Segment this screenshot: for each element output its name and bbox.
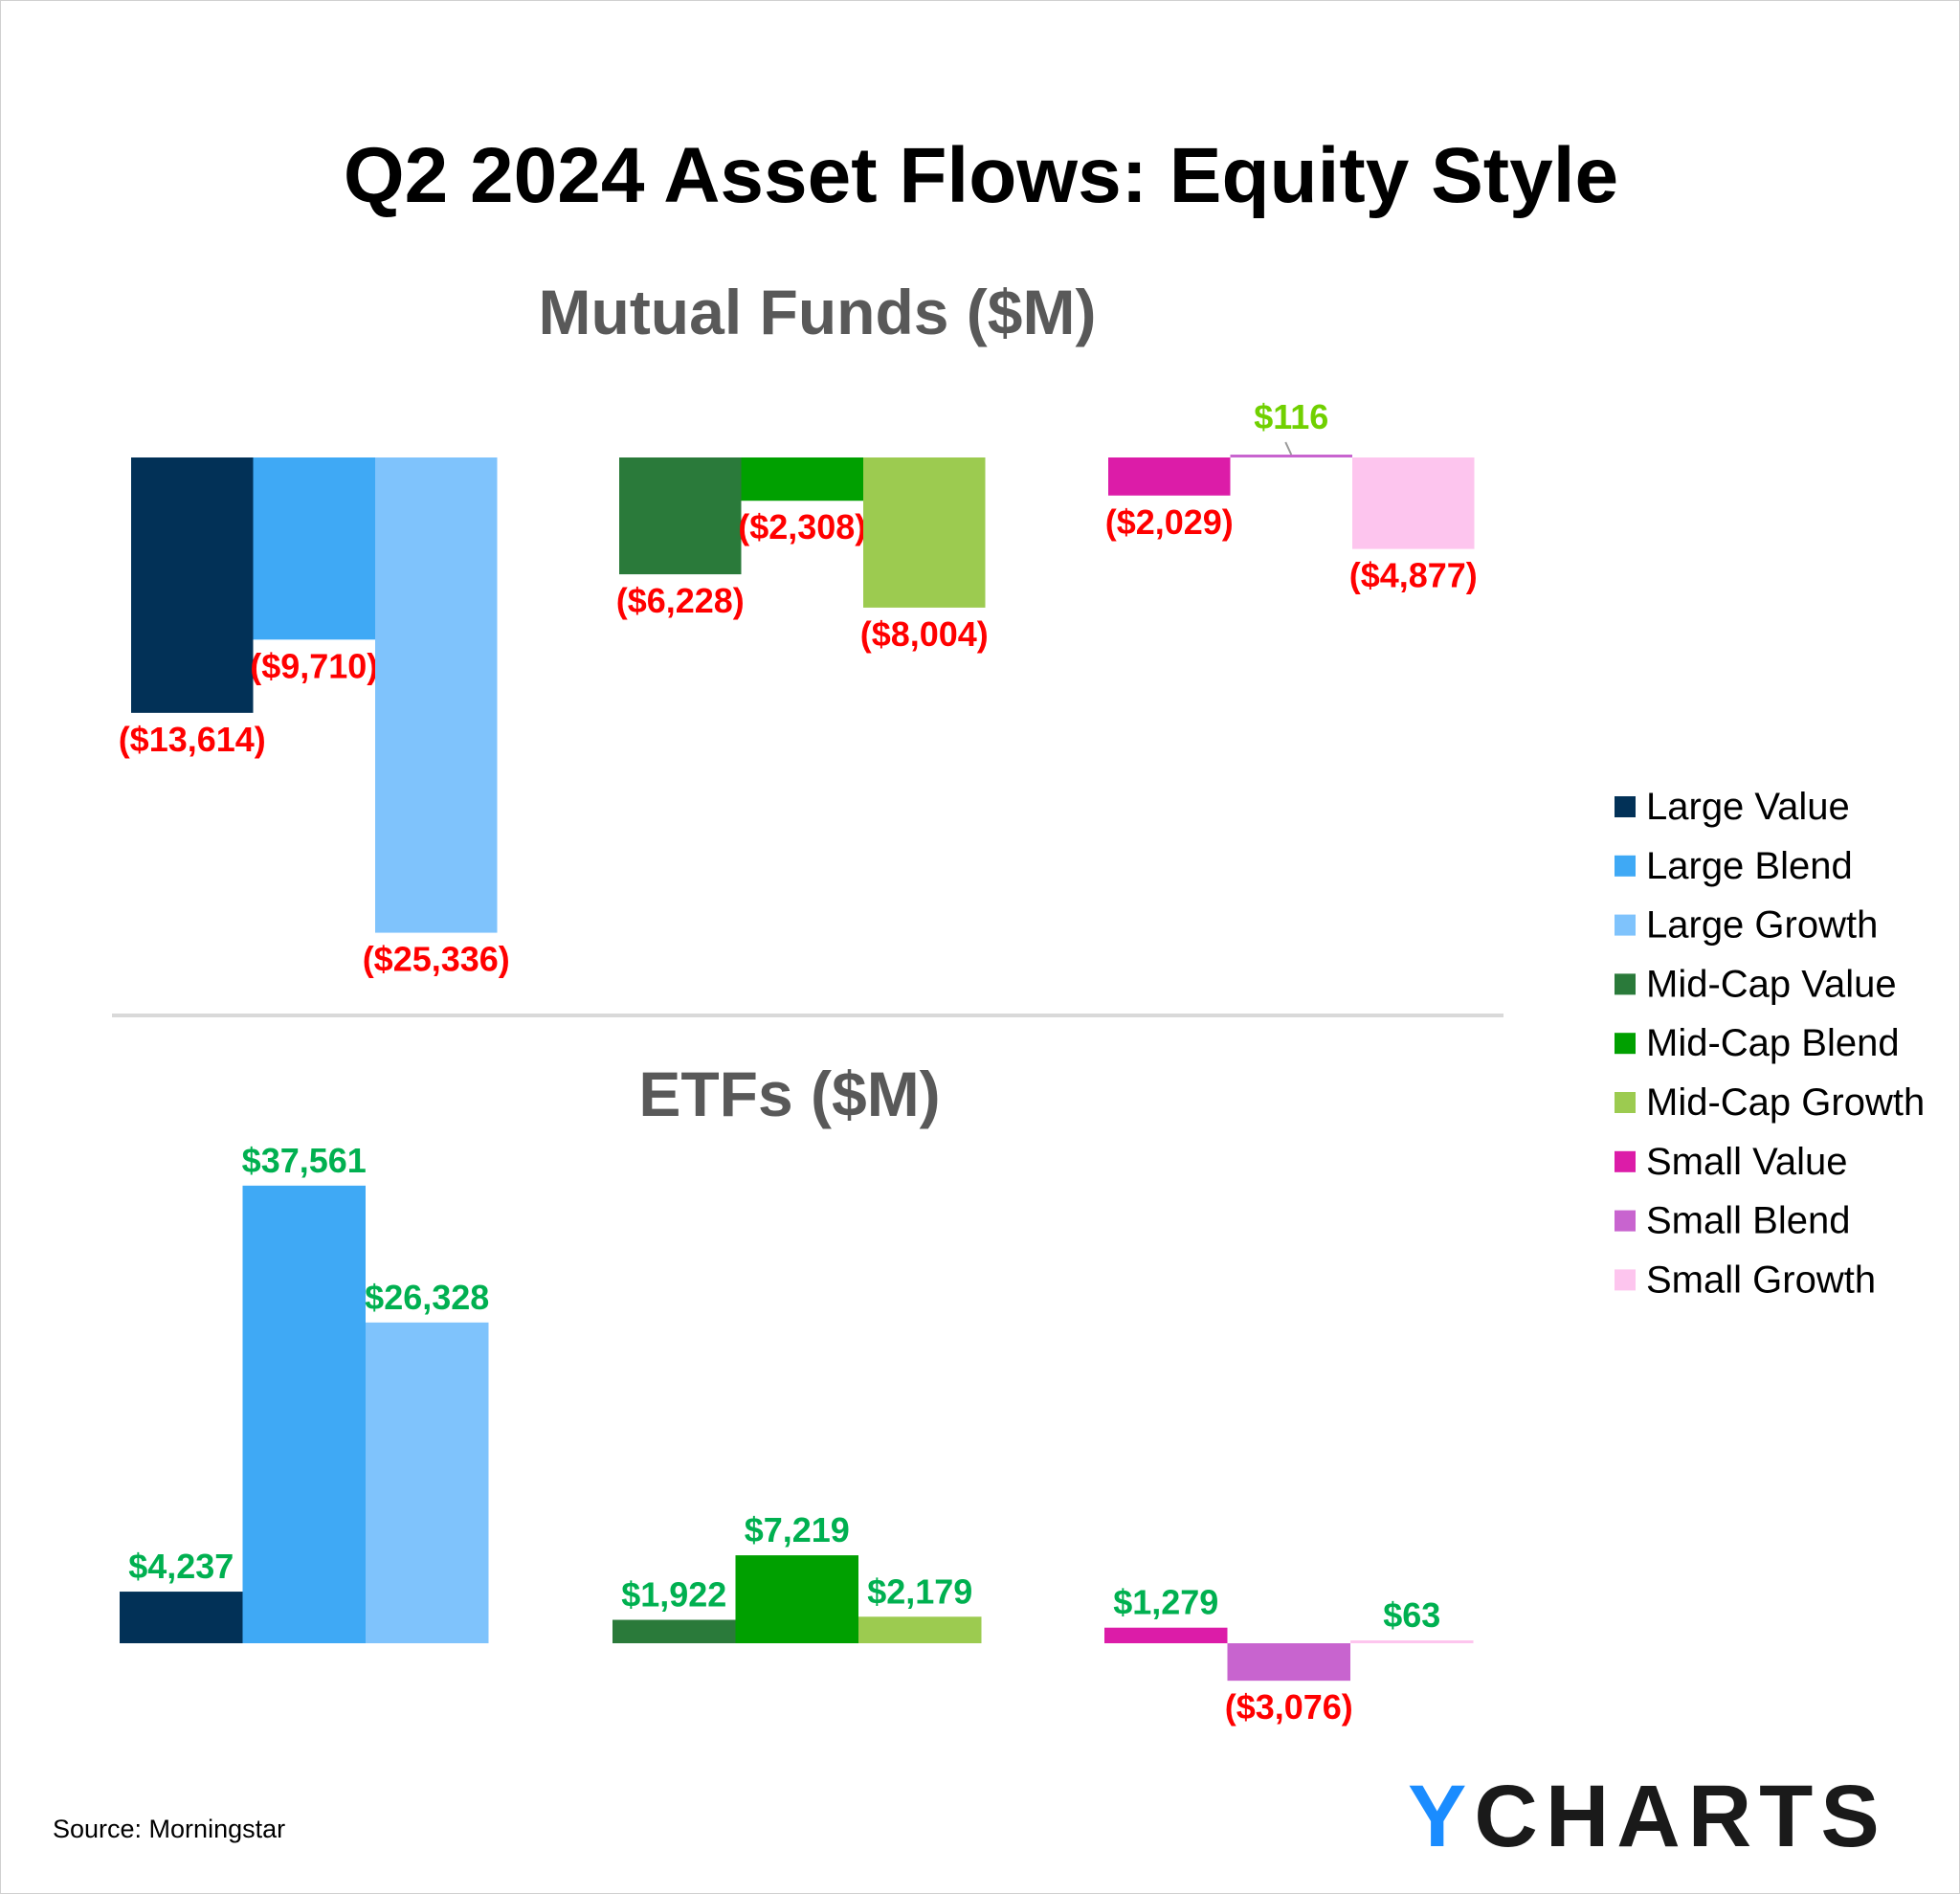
- legend-swatch-large-value: [1615, 796, 1636, 817]
- bar-mid-cap-blend: [735, 1555, 858, 1643]
- ycharts-logo: YCHARTS: [1408, 1768, 1887, 1865]
- data-label-mid-cap-blend: $7,219: [745, 1510, 850, 1549]
- etfs-subtitle: ETFs ($M): [638, 1058, 940, 1129]
- data-label-mid-cap-growth: ($8,004): [860, 614, 989, 654]
- data-label-small-value: $1,279: [1113, 1583, 1218, 1622]
- data-label-large-value: ($13,614): [119, 720, 266, 759]
- data-label-small-growth: ($4,877): [1349, 556, 1478, 595]
- bar-mid-cap-value: [619, 457, 742, 575]
- bar-mid-cap-value: [612, 1619, 736, 1643]
- legend-label-small-growth: Small Growth: [1646, 1259, 1876, 1301]
- data-label-mid-cap-blend: ($2,308): [738, 507, 866, 546]
- data-label-large-growth: $26,328: [365, 1278, 489, 1317]
- legend-label-large-growth: Large Growth: [1646, 904, 1878, 947]
- leader-line: [1284, 441, 1293, 456]
- legend: Large Value Large Blend Large Growth Mid-Ca…: [1615, 786, 1925, 1301]
- bar-small-blend: [1227, 1643, 1350, 1682]
- bar-mid-cap-blend: [741, 457, 863, 501]
- legend-label-mid-cap-growth: Mid-Cap Growth: [1646, 1081, 1925, 1124]
- legend-label-small-value: Small Value: [1646, 1141, 1847, 1183]
- legend-swatch-small-value: [1615, 1150, 1636, 1172]
- legend-label-mid-cap-value: Mid-Cap Value: [1646, 963, 1897, 1005]
- legend-label-large-blend: Large Blend: [1646, 845, 1853, 887]
- etf-bars: $4,237 $37,561 $26,328 $1,922 $7,219 $2,179 $1…: [120, 1141, 1474, 1727]
- legend-label-large-value: Large Value: [1646, 786, 1850, 828]
- bar-small-growth: [1352, 457, 1475, 549]
- bar-large-blend: [242, 1185, 366, 1643]
- bar-large-blend: [253, 457, 375, 640]
- bar-large-value: [120, 1592, 243, 1643]
- legend-label-small-blend: Small Blend: [1646, 1200, 1850, 1242]
- logo-text: YCHARTS: [1408, 1768, 1887, 1865]
- data-label-small-blend: ($3,076): [1225, 1687, 1353, 1727]
- bar-small-growth: [1350, 1640, 1474, 1643]
- chart-title: Q2 2024 Asset Flows: Equity Style: [344, 132, 1618, 219]
- source-note: Source: Morningstar: [53, 1815, 285, 1843]
- legend-swatch-mid-cap-value: [1615, 973, 1636, 995]
- data-label-mid-cap-value: $1,922: [621, 1575, 726, 1615]
- data-label-large-blend: $37,561: [242, 1141, 367, 1180]
- data-label-small-blend: $116: [1254, 397, 1328, 436]
- data-label-mid-cap-value: ($6,228): [616, 581, 745, 620]
- data-label-large-value: $4,237: [128, 1547, 234, 1586]
- data-label-large-blend: ($9,710): [250, 646, 378, 685]
- legend-swatch-large-blend: [1615, 855, 1636, 877]
- bar-small-value: [1104, 1627, 1228, 1643]
- bar-large-growth: [375, 457, 498, 933]
- bar-large-value: [131, 457, 254, 713]
- mutual-funds-bars: ($13,614) ($9,710) ($25,336) ($6,228) ($2,30…: [119, 397, 1478, 979]
- data-label-small-value: ($2,029): [1105, 502, 1234, 542]
- legend-swatch-mid-cap-growth: [1615, 1092, 1636, 1113]
- logo-rest: CHARTS: [1474, 1768, 1886, 1865]
- legend-swatch-small-blend: [1615, 1210, 1636, 1232]
- legend-swatch-mid-cap-blend: [1615, 1033, 1636, 1055]
- data-label-small-growth: $63: [1383, 1595, 1440, 1635]
- bar-small-value: [1108, 457, 1231, 496]
- bar-mid-cap-growth: [858, 1616, 982, 1643]
- legend-swatch-small-growth: [1615, 1269, 1636, 1291]
- data-label-large-growth: ($25,336): [363, 940, 510, 979]
- mutual-funds-subtitle: Mutual Funds ($M): [539, 277, 1097, 347]
- bar-large-growth: [366, 1322, 489, 1643]
- logo-y: Y: [1408, 1768, 1474, 1865]
- bar-small-blend: [1230, 455, 1352, 457]
- legend-swatch-large-growth: [1615, 914, 1636, 936]
- bar-mid-cap-growth: [863, 457, 986, 608]
- data-label-mid-cap-growth: $2,179: [867, 1571, 972, 1611]
- legend-label-mid-cap-blend: Mid-Cap Blend: [1646, 1022, 1900, 1064]
